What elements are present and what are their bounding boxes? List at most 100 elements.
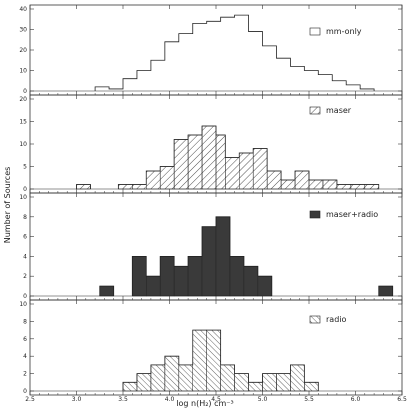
y-tick-label: 0 [23,186,27,193]
histogram-bar [122,382,138,392]
histogram-bar [118,184,133,190]
y-tick-label: 2 [23,371,27,378]
histogram-bar [193,23,207,91]
histogram-bar [276,58,290,91]
histogram-bar [173,139,189,190]
legend-swatch [309,315,321,324]
histogram-bar [257,275,273,297]
panel-1: 0 10 20 30 40 mm-only [19,4,403,96]
y-tick-label: 40 [19,6,27,13]
histogram-bar [159,166,175,190]
histogram-bar [136,373,152,392]
histogram-outline [94,14,375,91]
legend-swatch [309,106,321,115]
histogram-bar [304,71,318,92]
histogram-bar [201,226,217,297]
x-tick-label: 3.0 [72,396,82,403]
y-tick-label: 4 [23,353,27,360]
histogram-outline [99,216,394,296]
x-tick-label: 4.5 [211,396,221,403]
histogram-bar [137,71,151,92]
histogram-bar [290,66,304,91]
histogram-outline [76,125,380,189]
histogram-panels: 010203040mm-only05101520maser0246810mase… [19,4,407,403]
histogram-bar [336,184,352,190]
histogram-bar [215,134,226,190]
legend-label: maser [326,106,352,115]
histogram-bar [220,364,235,392]
histogram-bar [215,216,231,297]
histogram-bar [225,157,240,190]
histogram-bar [280,179,296,190]
histogram-bar [318,75,332,91]
histogram-bar [146,275,161,297]
histogram-bar [364,184,379,190]
y-tick-label: 2 [23,273,27,280]
histogram-bar [206,329,221,392]
histogram-bar [308,179,324,190]
histogram-bar [187,256,203,297]
x-tick-label: 5.0 [258,396,268,403]
histogram-bar [262,373,277,392]
histogram-bar [243,266,259,297]
legend-label: radio [326,315,346,324]
histogram-bar [378,285,393,297]
histogram-bar [99,285,114,297]
histogram-bar [132,184,147,190]
histogram-bar [290,364,305,392]
histogram-bar [179,34,193,91]
histogram-bar [294,170,310,190]
y-tick-label: 0 [23,388,27,395]
x-tick-label: 6.0 [351,396,361,403]
histogram-bar [248,382,263,392]
legend-swatch [309,27,321,36]
panel-3: 0 2 4 6 8 10 maser+radio [19,192,403,301]
histogram-bar [239,152,254,190]
histogram-bar [178,364,194,392]
histogram-bar [263,46,277,91]
y-tick-label: 20 [19,47,27,54]
legend-label: maser+radio [326,210,378,219]
histogram-bar [165,42,179,91]
histogram-bar [173,266,189,297]
histogram-bar [164,355,180,392]
legend-label: mm-only [326,27,362,36]
histogram-bar [304,382,319,392]
histogram-bar [201,125,217,190]
histogram-bar [207,21,221,91]
histogram-bar [159,256,175,297]
x-axis-label: log n(H₂) cm⁻³ [176,399,233,408]
y-tick-label: 15 [19,119,27,126]
histogram-bar [346,85,360,91]
x-tick-label: 4.0 [165,396,175,403]
histogram-bar [249,32,263,91]
y-tick-label: 5 [23,164,27,171]
y-tick-label: 6 [23,234,27,241]
legend-swatch [309,210,321,219]
histogram-bar [76,184,91,190]
histogram-outline [122,329,319,391]
y-tick-label: 4 [23,253,27,260]
x-tick-label: 6.5 [397,396,407,403]
panel-2: 0 5 10 15 20 maser [19,94,403,194]
histogram-bar [322,179,338,190]
histogram-bar [192,329,207,392]
x-tick-label: 3.5 [118,396,128,403]
y-axis-label: Number of Sources [3,167,12,244]
histogram-bar [235,15,249,91]
histogram-bar [146,170,161,190]
histogram-bar [276,373,291,392]
panel-4: 0 2 4 6 8 10 radio [19,299,403,396]
histogram-bar [151,60,165,91]
x-tick-label: 2.5 [25,396,35,403]
histogram-bar [234,373,249,392]
y-tick-label: 6 [23,336,27,343]
y-tick-label: 10 [19,141,27,148]
y-tick-label: 0 [23,293,27,300]
histogram-bar [150,364,166,392]
y-tick-label: 10 [19,194,27,201]
histogram-bar [252,148,268,190]
histogram-bar [350,184,366,190]
histogram-bar [266,170,282,190]
